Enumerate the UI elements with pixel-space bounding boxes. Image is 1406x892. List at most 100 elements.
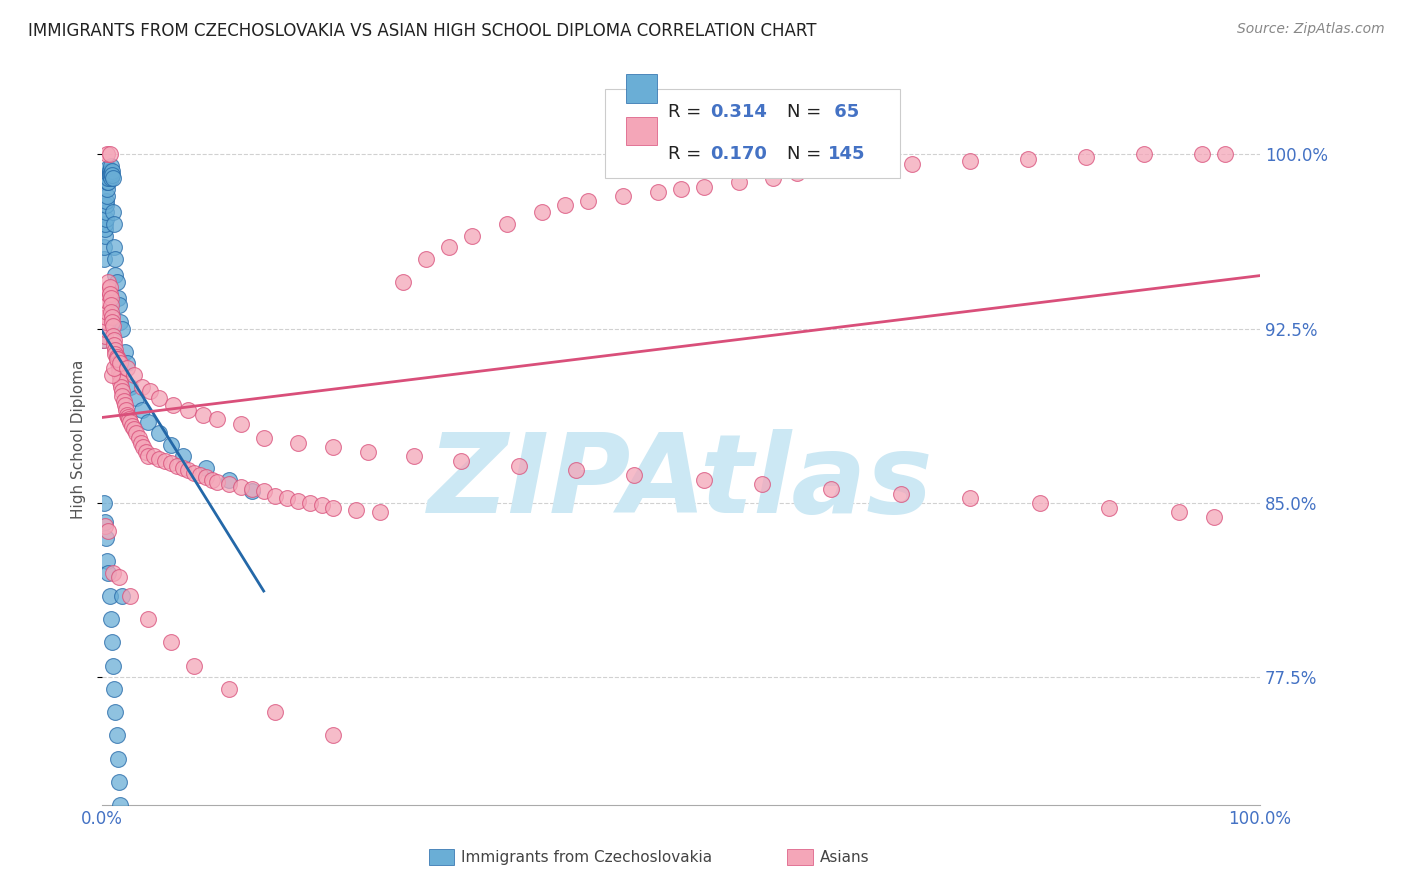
Point xyxy=(959,154,981,169)
Point xyxy=(693,473,716,487)
Point xyxy=(98,147,121,161)
Text: 145: 145 xyxy=(828,145,866,163)
Point xyxy=(131,380,153,394)
Point xyxy=(107,357,129,371)
Point xyxy=(183,466,205,480)
Y-axis label: High School Diploma: High School Diploma xyxy=(72,359,86,519)
Point xyxy=(107,351,129,366)
Point xyxy=(240,484,263,499)
Point xyxy=(98,280,121,294)
Point xyxy=(114,344,136,359)
Point xyxy=(96,293,118,308)
Point xyxy=(115,361,138,376)
Point xyxy=(183,658,205,673)
Point xyxy=(344,503,367,517)
Text: R =: R = xyxy=(668,103,707,120)
Point xyxy=(94,515,117,529)
Point xyxy=(101,205,124,219)
Point xyxy=(94,221,117,235)
Point xyxy=(415,252,437,266)
Text: N =: N = xyxy=(787,103,827,120)
Point xyxy=(101,170,124,185)
Point xyxy=(98,286,121,301)
Point xyxy=(647,185,669,199)
Point xyxy=(357,445,380,459)
Text: N =: N = xyxy=(787,145,827,163)
Point xyxy=(508,458,530,473)
Point xyxy=(1202,509,1225,524)
Point xyxy=(200,473,222,487)
Point xyxy=(93,496,115,510)
Point xyxy=(101,368,124,383)
Point xyxy=(103,240,125,254)
Point xyxy=(105,350,128,364)
Text: ZIPAtlas: ZIPAtlas xyxy=(427,429,934,536)
Point xyxy=(97,161,120,176)
Point xyxy=(322,728,344,742)
Text: 0.170: 0.170 xyxy=(710,145,766,163)
Point xyxy=(218,681,240,696)
Point xyxy=(98,163,121,178)
Point xyxy=(103,338,125,352)
Point xyxy=(96,170,118,185)
Point xyxy=(131,403,153,417)
Point xyxy=(97,166,120,180)
Point xyxy=(101,310,124,324)
Point xyxy=(820,161,842,176)
Point xyxy=(1074,150,1097,164)
Point xyxy=(139,384,162,399)
Point xyxy=(101,658,124,673)
Point xyxy=(160,438,183,452)
Point xyxy=(94,194,117,208)
Point xyxy=(96,189,118,203)
Point xyxy=(162,398,184,412)
Point xyxy=(890,486,912,500)
Point xyxy=(104,252,127,266)
Point xyxy=(115,357,138,371)
Point xyxy=(98,166,121,180)
Point xyxy=(94,228,117,243)
Point xyxy=(612,189,634,203)
Point xyxy=(125,392,148,406)
Point xyxy=(101,328,124,343)
Point xyxy=(96,305,118,319)
Point xyxy=(94,217,117,231)
Point xyxy=(727,175,749,189)
Point xyxy=(94,310,117,324)
Point xyxy=(97,175,120,189)
Point xyxy=(1029,496,1052,510)
Point xyxy=(94,315,117,329)
Text: Source: ZipAtlas.com: Source: ZipAtlas.com xyxy=(1237,22,1385,37)
Point xyxy=(97,524,120,538)
Point xyxy=(368,505,391,519)
Point xyxy=(135,445,157,459)
Point xyxy=(105,351,128,366)
Point xyxy=(94,519,117,533)
Point xyxy=(264,705,287,719)
Point xyxy=(111,384,134,399)
Point xyxy=(120,380,142,394)
Point xyxy=(100,166,122,180)
Point xyxy=(142,450,165,464)
Point xyxy=(136,612,159,626)
Point xyxy=(218,477,240,491)
Point xyxy=(253,431,276,445)
Point xyxy=(101,319,124,334)
Point xyxy=(108,370,131,384)
Point xyxy=(110,380,132,394)
Point xyxy=(166,458,188,473)
Point xyxy=(172,461,194,475)
Point xyxy=(97,566,120,580)
Point xyxy=(129,435,152,450)
Point xyxy=(322,440,344,454)
Point xyxy=(100,170,122,185)
Text: 0.314: 0.314 xyxy=(710,103,766,120)
Point xyxy=(107,292,129,306)
Point xyxy=(207,475,229,489)
Point xyxy=(565,463,588,477)
Point xyxy=(530,205,553,219)
Point xyxy=(576,194,599,208)
Point xyxy=(97,286,120,301)
Point xyxy=(97,282,120,296)
Point xyxy=(108,366,131,380)
